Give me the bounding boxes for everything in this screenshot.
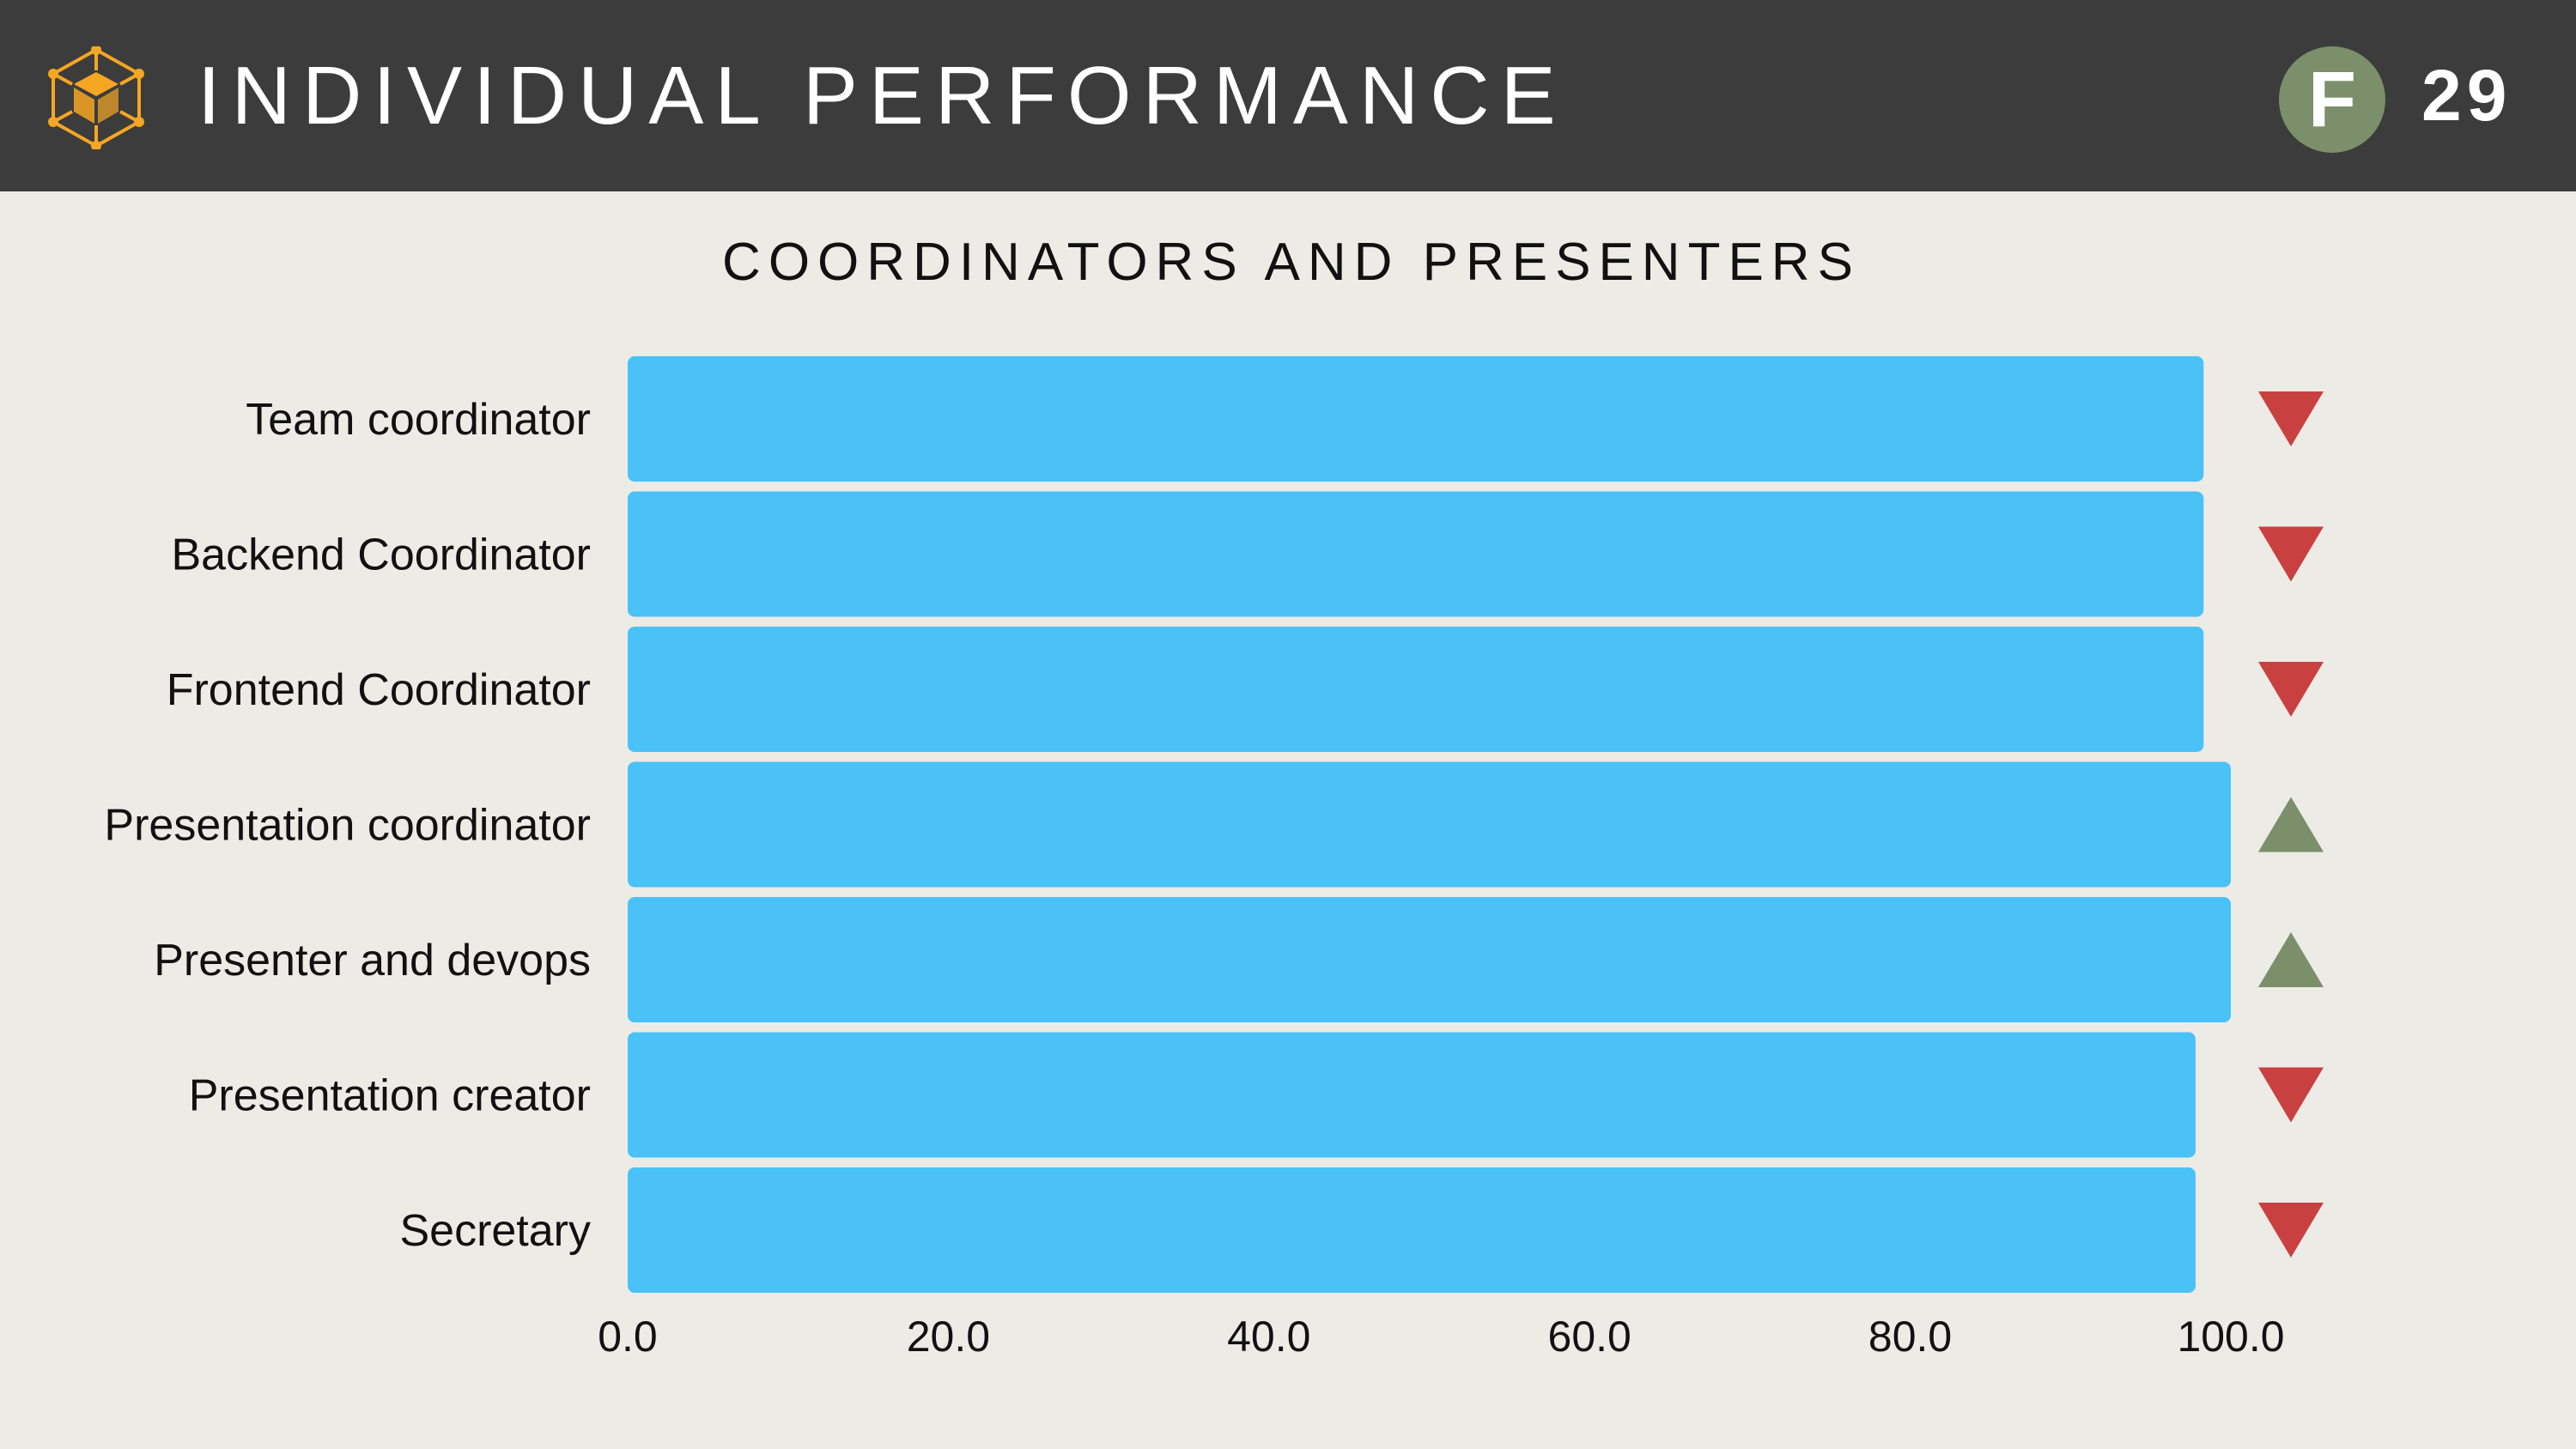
chart-title: COORDINATORS AND PRESENTERS — [722, 233, 1861, 292]
hexagon-cube-icon — [48, 46, 144, 149]
x-tick-label: 0.0 — [598, 1313, 658, 1361]
trend-down-icon — [2258, 391, 2324, 446]
chart-title-wrap: COORDINATORS AND PRESENTERS — [0, 232, 2576, 293]
page-title: INDIVIDUAL PERFORMANCE — [197, 50, 1567, 142]
trend-up-icon — [2258, 797, 2324, 852]
grade-badge: F — [2279, 46, 2385, 153]
bar — [628, 1167, 2196, 1293]
trend-down-icon — [2258, 526, 2324, 582]
bar — [628, 627, 2204, 752]
category-label: Presentation coordinator — [104, 801, 591, 851]
trend-down-icon — [2258, 1067, 2324, 1123]
category-label: Presenter and devops — [154, 936, 591, 985]
category-label: Team coordinator — [246, 395, 591, 445]
x-tick-label: 60.0 — [1548, 1313, 1631, 1361]
trend-down-icon — [2258, 1203, 2324, 1258]
trend-down-icon — [2258, 662, 2324, 717]
x-tick-label: 100.0 — [2177, 1313, 2284, 1361]
x-tick-label: 20.0 — [907, 1313, 990, 1361]
category-label: Presentation creator — [189, 1071, 591, 1121]
category-label: Backend Coordinator — [171, 530, 591, 580]
bar — [628, 897, 2231, 1022]
bar — [628, 356, 2204, 482]
x-tick-label: 40.0 — [1227, 1313, 1310, 1361]
x-tick-label: 80.0 — [1868, 1313, 1952, 1361]
score-value: 29 — [2421, 55, 2512, 136]
trend-up-icon — [2258, 932, 2324, 987]
header-bar: INDIVIDUAL PERFORMANCE F 29 — [0, 0, 2576, 191]
bar — [628, 491, 2204, 617]
bar — [628, 1032, 2196, 1158]
category-label: Frontend Coordinator — [167, 665, 591, 715]
category-label: Secretary — [399, 1206, 591, 1256]
bar — [628, 761, 2231, 888]
